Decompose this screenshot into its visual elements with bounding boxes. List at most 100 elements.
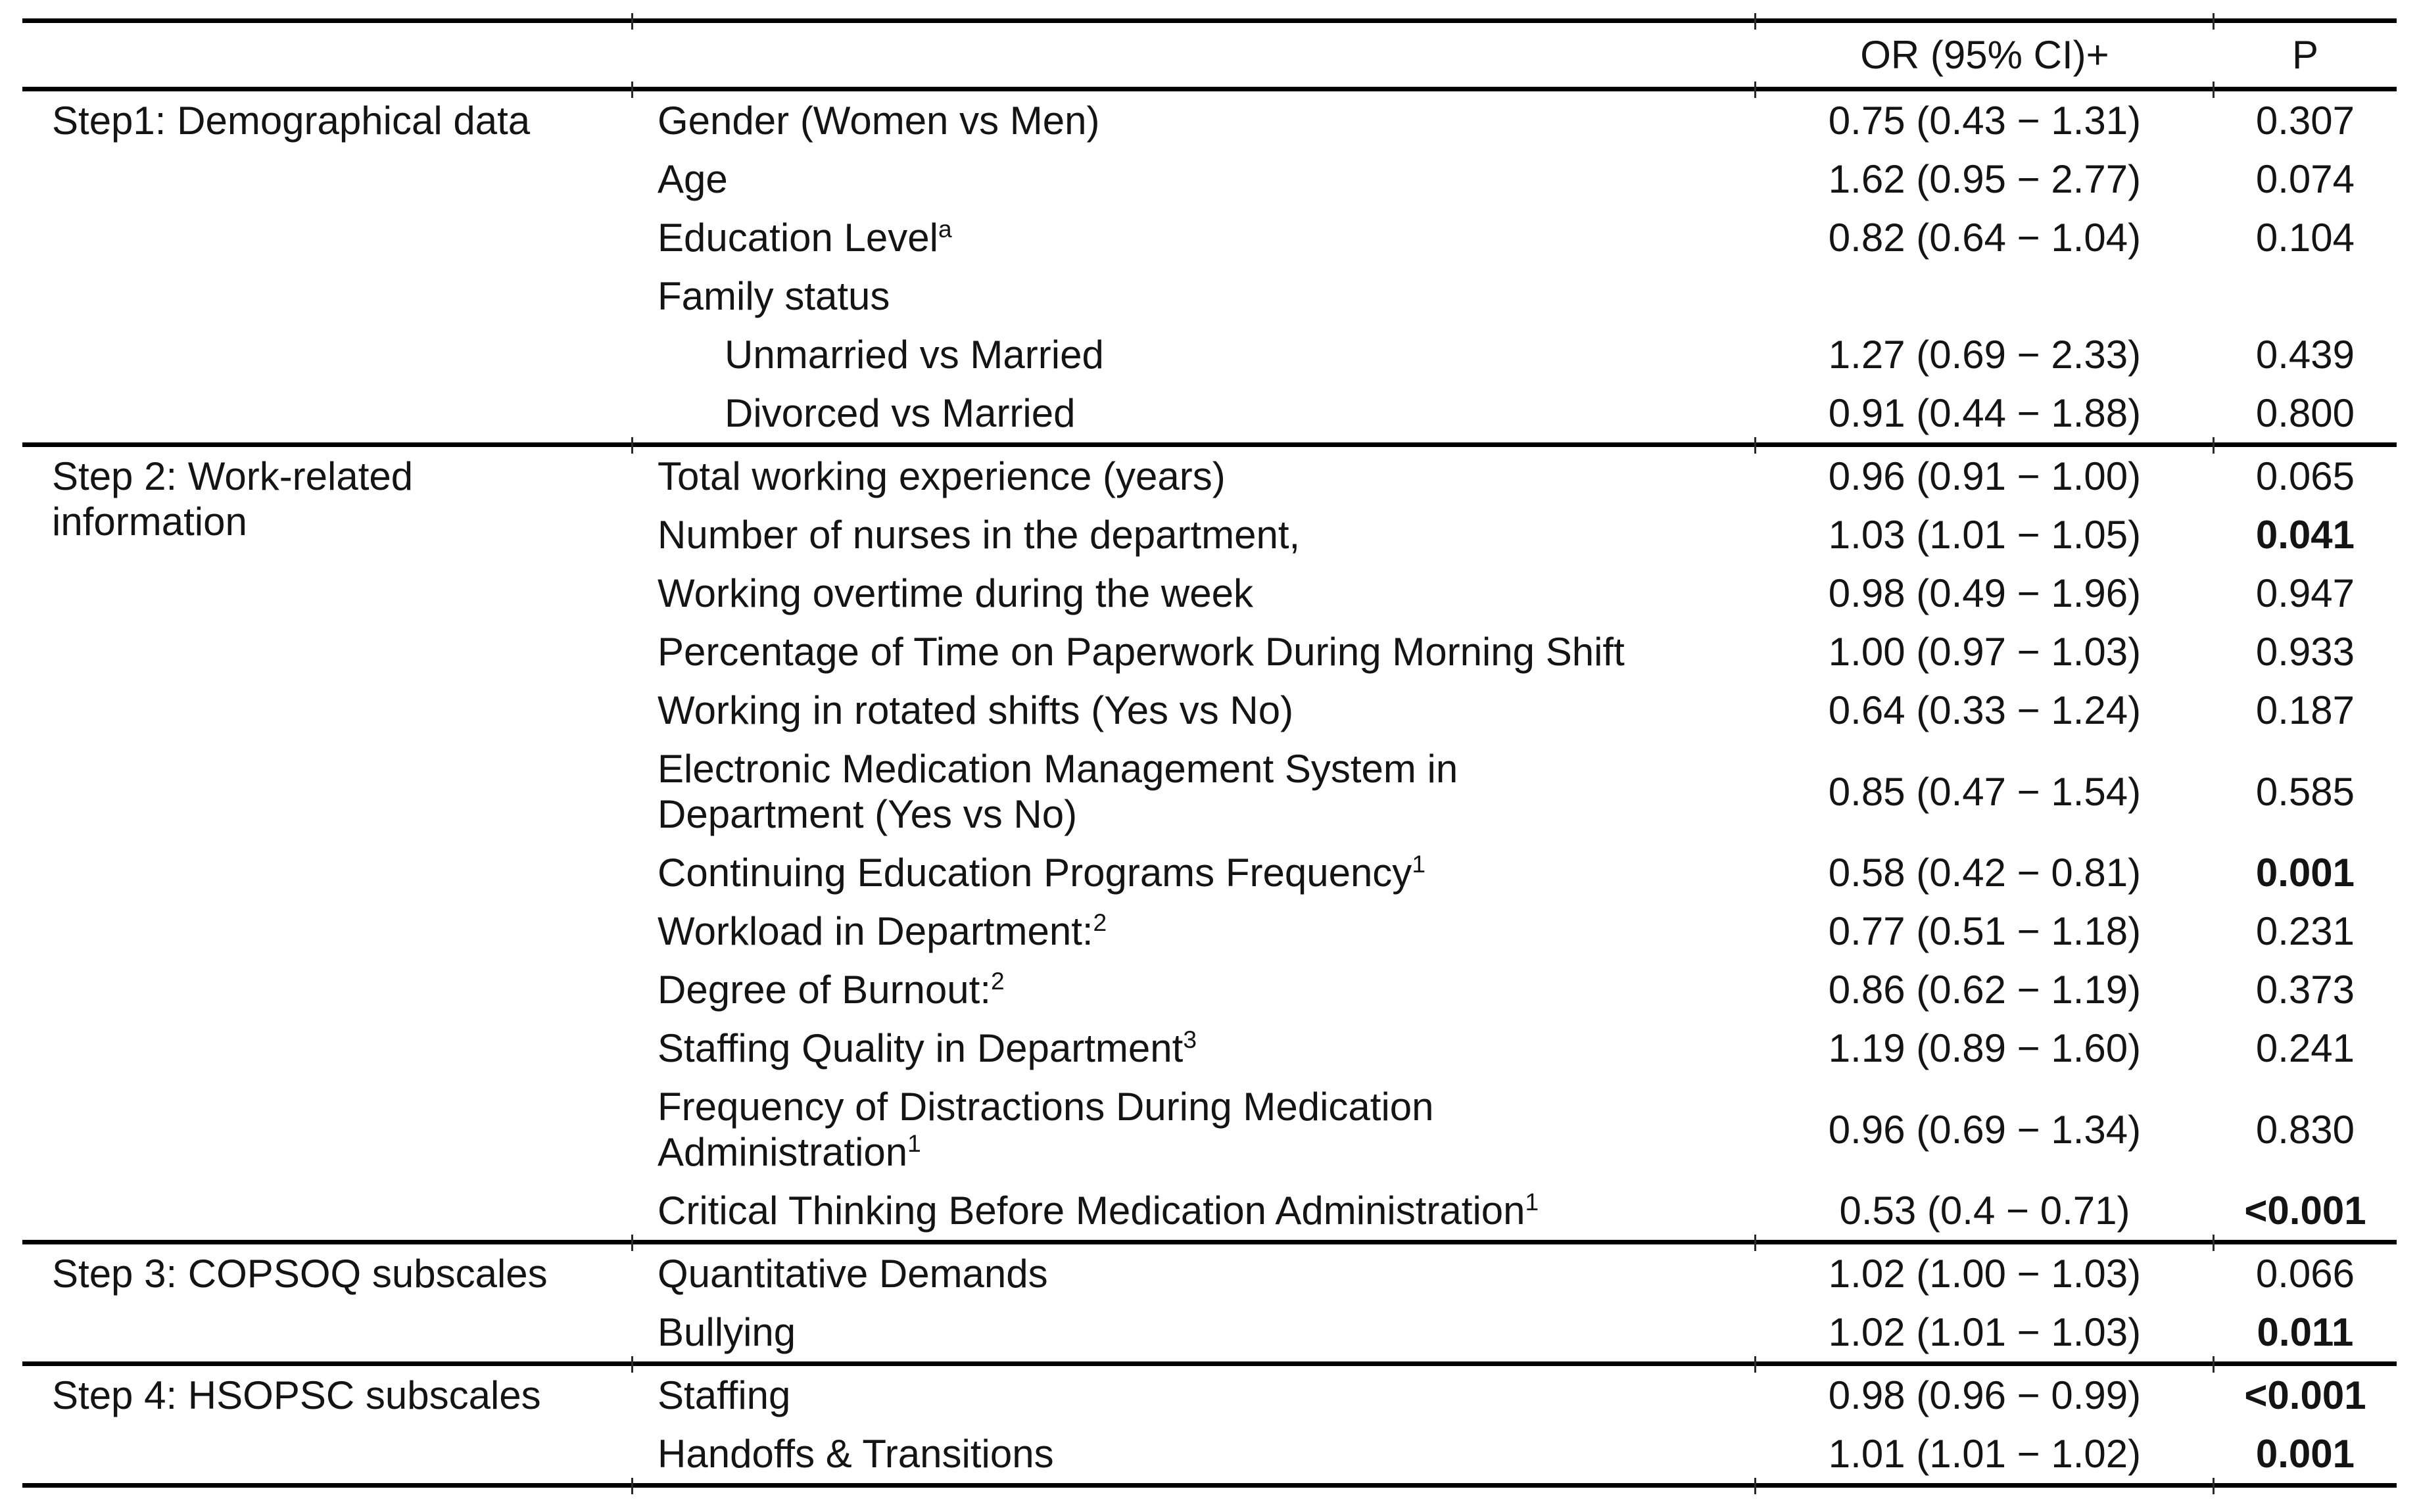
variable-name: Quantitative Demands [631,1237,1756,1303]
variable-superscript: 2 [991,967,1005,995]
variable-text: Staffing Quality in Department [658,1026,1184,1070]
table-row: Divorced vs Married 0.91 (0.44 − 1.88) 0.8… [22,384,2397,445]
or-ci-value: 0.85 (0.47 − 1.54) [1828,769,2142,814]
table-row: Age 1.62 (0.95 − 2.77) 0.074 [22,150,2397,208]
or-ci-value: 1.01 (1.01 − 1.02) [1828,1432,2142,1476]
or-ci-value: 1.27 (0.69 − 2.33) [1828,333,2142,377]
or-ci-value: 0.96 (0.91 − 1.00) [1754,439,2214,506]
or-ci-value: 1.00 (0.97 − 1.03) [1828,630,2142,674]
or-ci-value [1756,267,2214,325]
section-step-4: Step 4: HSOPSC subscales Staffing 0.98 (0.… [22,1358,2397,1486]
or-ci-value: 0.98 (0.49 − 1.96) [1828,571,2142,615]
variable-text: Gender (Women vs Men) [658,99,1100,143]
variable-text: Total working experience (years) [658,454,1226,498]
header-or-ci: OR (95% CI)+ [1754,15,2214,89]
variable-text: Number of nurses in the department, [658,513,1301,557]
table-row: Step 3: COPSOQ subscales Quantitative Dem… [22,1237,2397,1364]
p-value: 0.800 [2255,391,2355,435]
or-ci-value: 0.77 (0.51 − 1.18) [1828,909,2142,953]
p-value: 0.066 [2212,1237,2397,1303]
p-value: 0.001 [2255,851,2355,895]
or-ci-value: 0.64 (0.33 − 1.24) [1828,688,2142,732]
p-value [2214,267,2397,325]
variable-superscript: a [938,215,952,243]
variable-superscript: 1 [907,1129,921,1157]
table-row: Frequency of Distractions During Medicat… [22,1077,2397,1181]
header-spacer-variable [631,15,1756,89]
variable-text: Divorced vs Married [725,391,1076,435]
variable-text: Degree of Burnout: [658,968,991,1012]
variable-name: Handoffs & Transitions [633,1425,1756,1486]
variable-text: Staffing [658,1373,791,1417]
step-label: Step 3: COPSOQ subscales [22,1240,633,1364]
table-row: Education Levela 0.82 (0.64 − 1.04) 0.104 [22,208,2397,267]
variable-superscript: 3 [1183,1026,1197,1053]
p-value: 0.830 [2255,1107,2355,1152]
or-ci-value: 0.82 (0.64 − 1.04) [1828,216,2142,260]
variable-text: Workload in Department: [658,909,1093,953]
p-value: 0.373 [2255,968,2355,1012]
or-ci-value: 0.58 (0.42 − 0.81) [1828,851,2142,895]
or-ci-value: 0.91 (0.44 − 1.88) [1828,391,2142,435]
variable-text: Family status [658,274,890,318]
variable-text: Continuing Education Programs Frequency [658,851,1412,895]
p-value: 0.241 [2255,1026,2355,1070]
table-row: Percentage of Time on Paperwork During M… [22,623,2397,681]
step-label: Step 2: Work-related information [22,442,633,1242]
variable-text: Frequency of Distractions During Medicat… [658,1085,1434,1174]
table-row: Step 2: Work-related information Total wo… [22,439,2397,1242]
p-value: 0.439 [2255,333,2355,377]
variable-text: Bullying [658,1310,796,1354]
bottom-rule-cell [1754,1480,2214,1505]
variable-text: Unmarried vs Married [725,333,1104,377]
or-ci-value: 0.96 (0.69 − 1.34) [1828,1107,2142,1152]
table-header: OR (95% CI)+ P [22,15,2397,89]
p-value: <0.001 [2244,1189,2366,1233]
variable-name: Age [633,150,1756,208]
variable-name: Number of nurses in the department, [633,506,1756,564]
variable-text: Handoffs & Transitions [658,1432,1054,1476]
p-value: 0.947 [2255,571,2355,615]
variable-name: Staffing Quality in Department3 [633,1019,1756,1077]
or-ci-value: 0.86 (0.62 − 1.19) [1828,968,2142,1012]
variable-name: Degree of Burnout:2 [633,960,1756,1019]
bottom-rule-cell [2212,1480,2397,1505]
or-ci-value: 0.98 (0.96 − 0.99) [1754,1358,2214,1425]
p-value: 0.041 [2255,513,2355,557]
variable-name: Electronic Medication Management System … [633,740,1756,843]
table-row: Family status [22,267,2397,325]
header-p: P [2212,15,2397,89]
table-row: Electronic Medication Management System … [22,740,2397,843]
variable-name: Critical Thinking Before Medication Admi… [633,1181,1756,1242]
variable-text: Working in rotated shifts (Yes vs No) [658,688,1294,732]
table-row: Unmarried vs Married 1.27 (0.69 − 2.33) 0.… [22,325,2397,384]
p-value: 0.011 [2257,1310,2354,1354]
variable-name: Percentage of Time on Paperwork During M… [633,623,1756,681]
p-value: 0.065 [2212,439,2397,506]
or-ci-value: 1.03 (1.01 − 1.05) [1828,513,2142,557]
or-ci-value: 1.19 (0.89 − 1.60) [1828,1026,2142,1070]
section-step-2: Step 2: Work-related information Total wo… [22,439,2397,1242]
variable-superscript: 1 [1525,1188,1539,1216]
or-ci-value: 0.53 (0.4 − 0.71) [1839,1189,2130,1233]
or-ci-value: 1.62 (0.95 − 2.77) [1828,157,2142,201]
variable-name: Workload in Department:2 [633,902,1756,960]
bottom-rule-cell [22,1483,633,1505]
header-spacer-step [22,18,633,89]
p-value: 0.585 [2255,769,2355,814]
table-row: Staffing Quality in Department3 1.19 (0.8… [22,1019,2397,1077]
variable-text: Critical Thinking Before Medication Admi… [658,1189,1525,1233]
p-value: 0.187 [2255,688,2355,732]
p-value: 0.307 [2212,83,2397,150]
variable-name: Divorced vs Married [633,384,1756,445]
bottom-rule-row [22,1480,2397,1505]
section-step-3: Step 3: COPSOQ subscales Quantitative Dem… [22,1237,2397,1364]
variable-name: Education Levela [633,208,1756,267]
table-row: Bullying 1.02 (1.01 − 1.03) 0.011 [22,1303,2397,1364]
table-row: Working in rotated shifts (Yes vs No) 0.6… [22,681,2397,740]
variable-text: Working overtime during the week [658,571,1253,615]
variable-text: Electronic Medication Management System … [658,747,1458,836]
or-ci-value: 0.75 (0.43 − 1.31) [1754,83,2214,150]
step-label: Step1: Demographical data [22,87,633,445]
